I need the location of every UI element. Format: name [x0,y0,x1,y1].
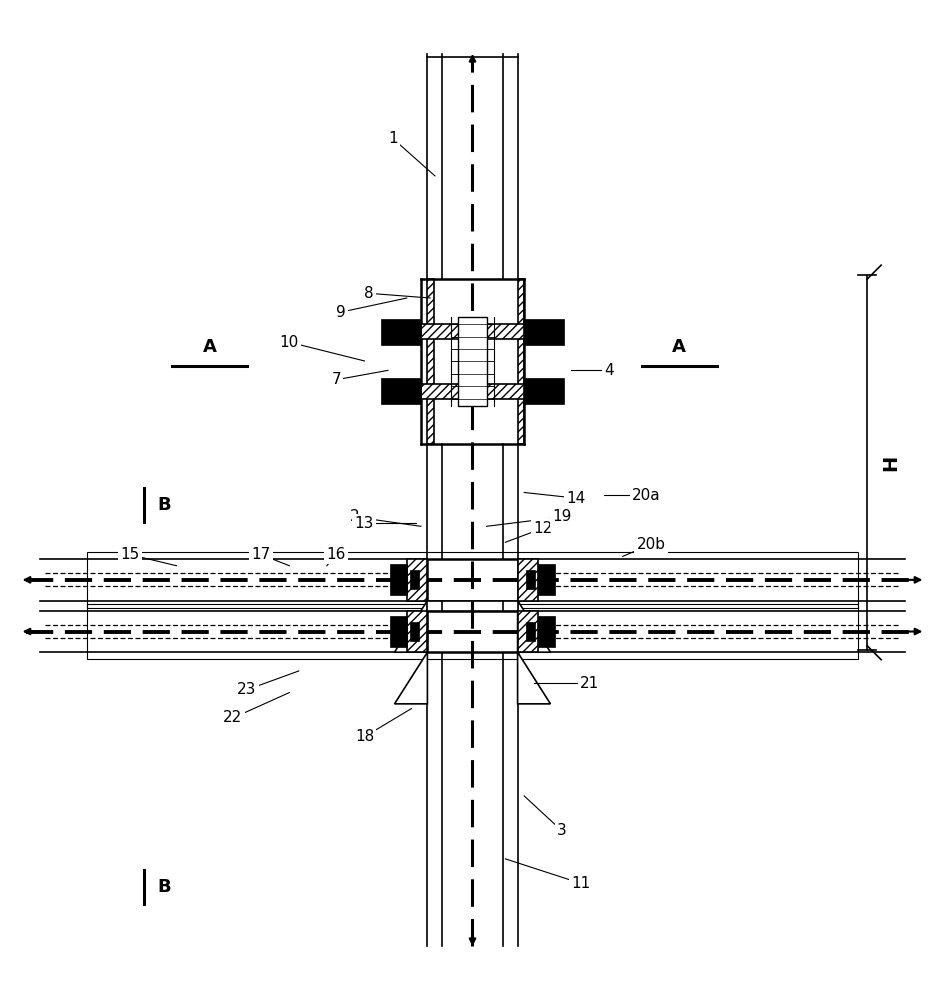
Bar [381,378,420,404]
Bar [390,616,406,647]
Text: 3: 3 [556,823,566,838]
Text: 14: 14 [565,491,585,506]
Bar [427,611,517,652]
Text: 15: 15 [120,547,139,562]
Bar [409,622,418,641]
Bar [517,559,538,601]
Text: 20a: 20a [632,488,660,503]
Text: 2: 2 [350,509,360,524]
Bar [87,552,857,608]
Text: 7: 7 [331,372,341,387]
Text: 23: 23 [237,682,257,697]
Text: A: A [202,338,216,356]
Text: 8: 8 [364,286,374,301]
Text: B: B [158,878,171,896]
Bar [409,570,418,589]
Text: 11: 11 [570,876,590,891]
Bar [526,622,535,641]
Bar [427,279,433,444]
Text: 12: 12 [532,521,552,536]
Text: B: B [158,496,171,514]
Text: 10: 10 [279,335,298,350]
Bar [517,611,538,652]
Bar [406,559,427,601]
Bar [87,604,857,659]
Bar [538,616,554,647]
Text: 9: 9 [336,305,346,320]
Bar [526,570,535,589]
Polygon shape [517,601,550,652]
Bar [420,324,524,339]
Bar [381,319,420,345]
Text: 16: 16 [327,547,346,562]
Bar [420,384,524,399]
Text: 19: 19 [551,509,571,524]
Bar [406,611,427,652]
Bar [517,279,524,444]
Text: A: A [671,338,685,356]
Bar [538,564,554,595]
Polygon shape [394,652,427,704]
Text: H: H [880,454,899,471]
Text: 22: 22 [223,710,243,725]
Bar [427,601,517,611]
Text: 21: 21 [580,676,598,691]
Bar [427,559,517,601]
Bar [524,378,563,404]
Bar [458,317,486,406]
Text: 4: 4 [603,363,613,378]
Text: 18: 18 [354,729,374,744]
Text: 17: 17 [251,547,271,562]
Polygon shape [394,601,427,652]
Text: 20b: 20b [636,537,665,552]
Bar [524,319,563,345]
Bar [390,564,406,595]
Text: 1: 1 [387,131,397,146]
Text: 13: 13 [354,516,374,531]
Polygon shape [517,652,550,704]
